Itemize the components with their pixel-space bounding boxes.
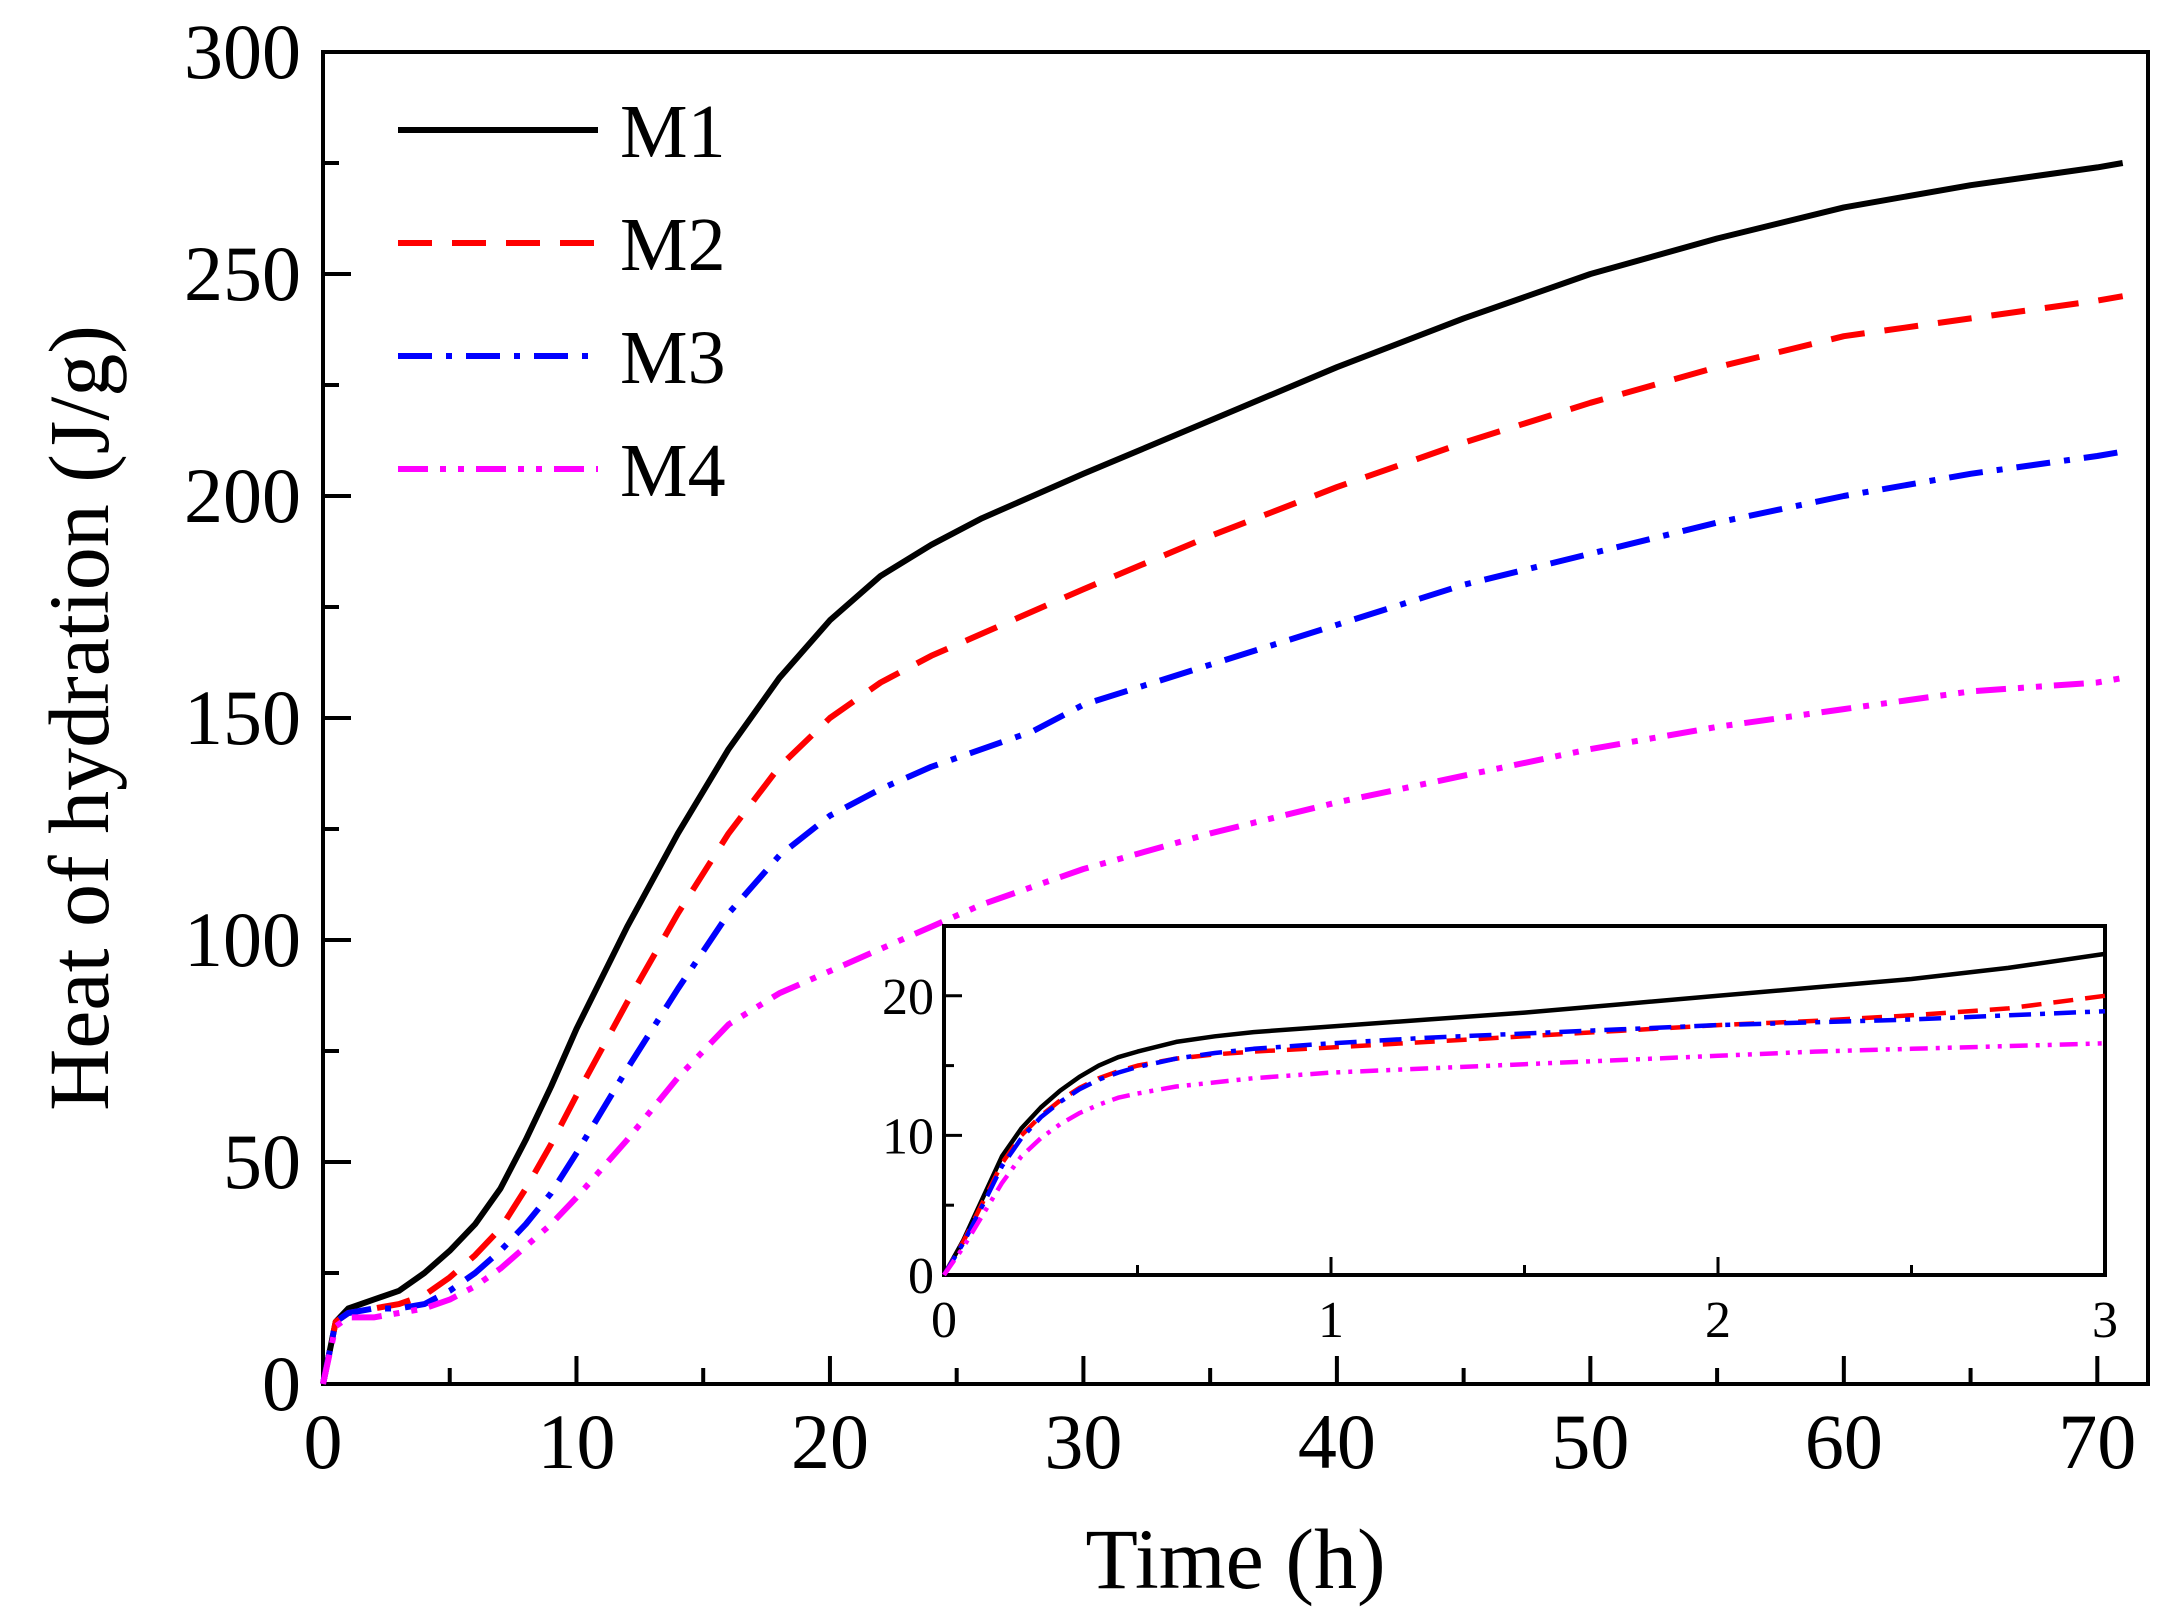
main-x-tick-label: 60 [1805, 1398, 1883, 1485]
main-x-tick-label: 30 [1044, 1398, 1122, 1485]
legend-label-m3: M3 [620, 316, 726, 400]
main-y-tick-label: 200 [184, 452, 301, 539]
main-series-line-m3 [320, 448, 2124, 1385]
main-series-line-m2 [320, 293, 2124, 1385]
legend: M1 M2 M3 M4 [398, 90, 726, 513]
main-series-line-m4 [320, 675, 2124, 1385]
inset-x-tick-label: 0 [931, 1292, 957, 1349]
main-y-tick-label: 100 [184, 896, 301, 983]
inset-y-tick-label: 20 [882, 969, 934, 1026]
legend-label-m2: M2 [620, 203, 726, 287]
main-x-tick-label: 50 [1551, 1398, 1629, 1485]
inset-series-line-m4 [942, 1041, 2106, 1277]
inset-series-line-m3 [942, 1008, 2106, 1277]
main-x-tick-label: 10 [537, 1398, 615, 1485]
main-series-line-m1 [320, 160, 2124, 1385]
inset-x-tick-label: 1 [1318, 1292, 1344, 1349]
legend-label-m1: M1 [620, 90, 726, 174]
inset-y-tick-label: 0 [908, 1248, 934, 1305]
inset-x-tick-label: 3 [2092, 1292, 2118, 1349]
inset-series-line-m1 [942, 951, 2106, 1277]
main-y-tick-label: 250 [184, 230, 301, 317]
main-x-tick-label: 70 [2058, 1398, 2136, 1485]
main-y-tick-label: 0 [262, 1340, 301, 1427]
y-axis-title: Heat of hydration (J/g) [31, 325, 127, 1111]
inset-plot: 0 1 2 3 0 10 20 [882, 924, 2118, 1349]
inset-x-tick-label: 2 [1705, 1292, 1731, 1349]
legend-label-m4: M4 [620, 429, 726, 513]
inset-y-tick-label: 10 [882, 1108, 934, 1165]
main-y-tick-label: 150 [184, 674, 301, 761]
main-x-tick-label: 40 [1298, 1398, 1376, 1485]
main-y-tick-label: 300 [184, 8, 301, 95]
x-axis-title: Time (h) [1085, 1511, 1385, 1607]
main-y-tick-label: 50 [223, 1118, 301, 1205]
main-x-tick-label: 20 [791, 1398, 869, 1485]
main-x-tick-label: 0 [304, 1398, 343, 1485]
